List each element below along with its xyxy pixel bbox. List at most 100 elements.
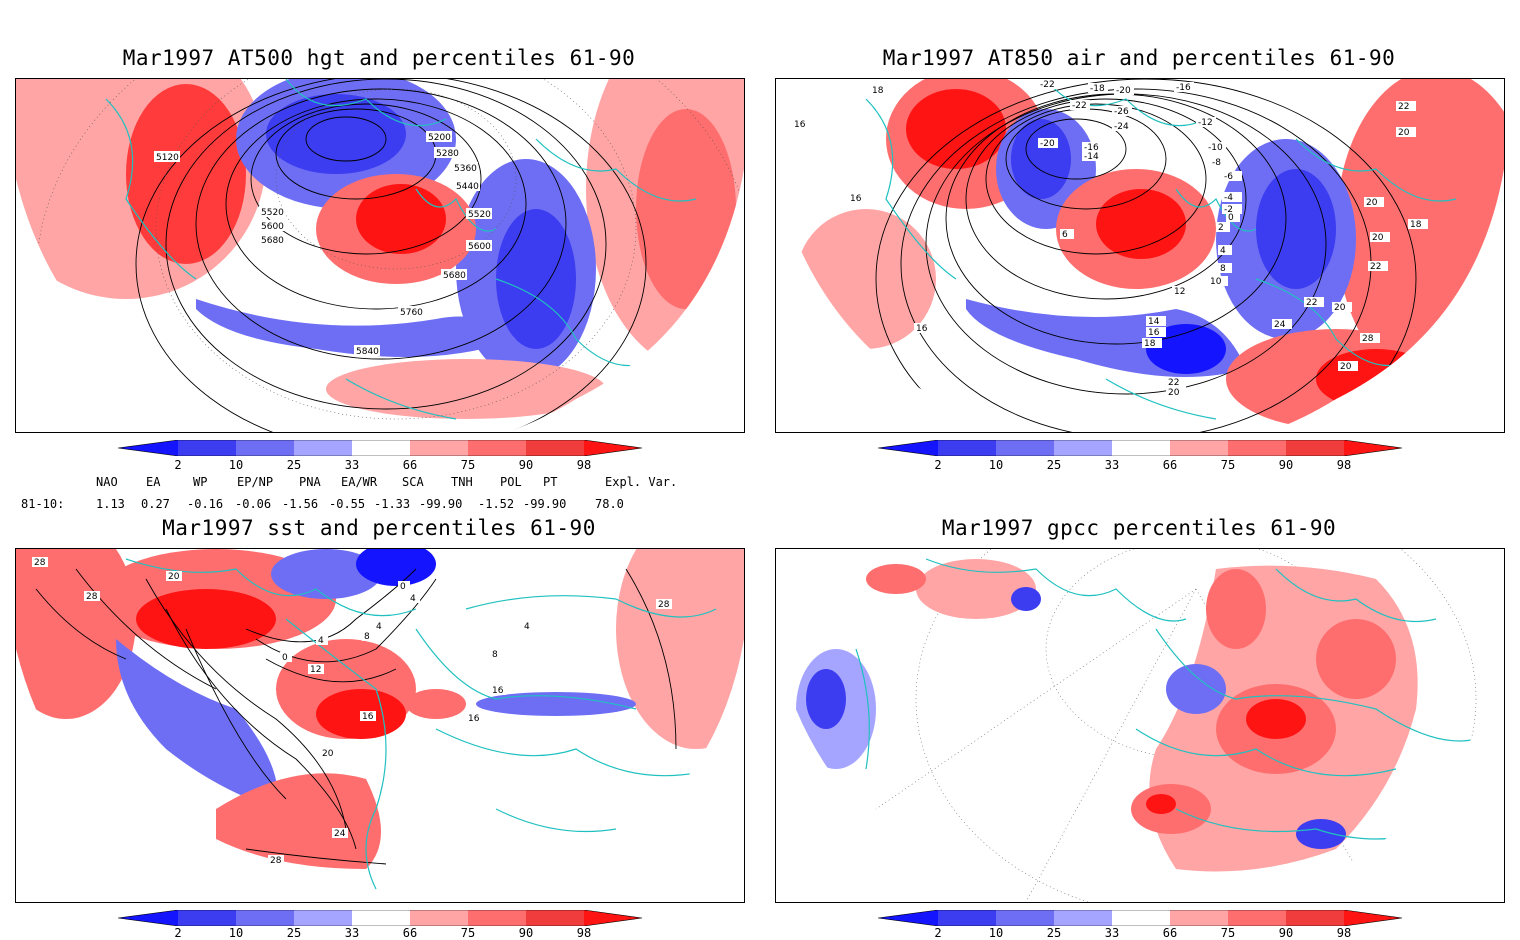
- svg-text:16: 16: [362, 712, 374, 722]
- svg-text:5760: 5760: [400, 308, 423, 318]
- index-value-ea: 0.27: [141, 497, 170, 511]
- svg-text:20: 20: [1366, 198, 1378, 208]
- svg-text:4: 4: [376, 622, 382, 632]
- svg-text:20: 20: [1334, 303, 1346, 313]
- index-header-ea: EA: [146, 475, 161, 489]
- svg-text:16: 16: [492, 686, 504, 696]
- svg-text:-24: -24: [1114, 122, 1129, 132]
- index-header-pna: PNA: [299, 475, 321, 489]
- svg-text:18: 18: [1144, 339, 1156, 349]
- cb-label-90: 90: [518, 458, 534, 472]
- svg-text:0: 0: [282, 653, 288, 663]
- index-value-pt: -99.90: [523, 497, 567, 511]
- svg-text:28: 28: [86, 592, 98, 602]
- cb-label-33: 33: [344, 926, 360, 940]
- colorbar-top-left: 2 10 25 33 66 75 90 98: [117, 439, 658, 480]
- svg-text:-18: -18: [1090, 84, 1105, 94]
- svg-text:5680: 5680: [443, 271, 466, 281]
- svg-text:-22: -22: [1040, 80, 1055, 90]
- index-value-nao: 1.13: [96, 497, 125, 511]
- svg-text:22: 22: [1306, 298, 1317, 308]
- cb-label-98: 98: [1336, 458, 1352, 472]
- svg-text:24: 24: [1274, 320, 1286, 330]
- cb-label-25: 25: [286, 458, 302, 472]
- map-hgt: 5120 5200 5280 5360 5440 5520 5520 5600 …: [15, 78, 745, 433]
- svg-text:4: 4: [318, 636, 324, 646]
- cb-label-25: 25: [1046, 926, 1062, 940]
- svg-text:5360: 5360: [454, 164, 477, 174]
- svg-text:-2: -2: [1224, 205, 1233, 215]
- cb-label-75: 75: [1220, 926, 1236, 940]
- svg-text:16: 16: [1148, 328, 1160, 338]
- svg-text:6: 6: [1062, 230, 1068, 240]
- svg-text:5440: 5440: [456, 182, 479, 192]
- cb-label-33: 33: [1104, 458, 1120, 472]
- cb-label-10: 10: [228, 458, 244, 472]
- svg-text:28: 28: [34, 558, 46, 568]
- svg-text:-10: -10: [1208, 143, 1223, 153]
- svg-text:0: 0: [400, 582, 406, 592]
- index-value-expl-var: 78.0: [595, 497, 624, 511]
- svg-text:18: 18: [1410, 220, 1422, 230]
- svg-text:16: 16: [916, 324, 928, 334]
- svg-text:14: 14: [1148, 317, 1160, 327]
- svg-text:-14: -14: [1084, 152, 1099, 162]
- index-value-wp: -0.16: [187, 497, 224, 511]
- svg-text:20: 20: [168, 572, 180, 582]
- svg-text:-4: -4: [1224, 193, 1233, 203]
- svg-text:8: 8: [1220, 264, 1226, 274]
- svg-text:5280: 5280: [436, 149, 459, 159]
- cb-label-10: 10: [228, 926, 244, 940]
- map-air-svg: -22 -18 -20 -16 -22 -26 -24 -12 -20 -16 …: [776, 79, 1504, 432]
- svg-text:-6: -6: [1224, 172, 1233, 182]
- svg-text:5520: 5520: [468, 210, 491, 220]
- cb-label-10: 10: [988, 926, 1004, 940]
- cb-label-25: 25: [1046, 458, 1062, 472]
- index-value-pol: -1.52: [478, 497, 515, 511]
- svg-text:5120: 5120: [156, 153, 179, 163]
- cb-label-75: 75: [1220, 458, 1236, 472]
- colorbar-bottom-left: 2 10 25 33 66 75 90 98: [117, 909, 658, 940]
- cb-label-90: 90: [1278, 926, 1294, 940]
- svg-text:-26: -26: [1114, 107, 1129, 117]
- svg-text:-16: -16: [1084, 143, 1099, 153]
- svg-text:20: 20: [322, 749, 334, 759]
- svg-text:22: 22: [1398, 102, 1409, 112]
- svg-text:-20: -20: [1040, 139, 1055, 149]
- index-header-eawr: EA/WR: [341, 475, 378, 489]
- svg-text:16: 16: [468, 714, 480, 724]
- colorbar-bottom-right: 2 10 25 33 66 75 90 98: [877, 909, 1418, 940]
- svg-text:5600: 5600: [468, 242, 491, 252]
- map-gpcc: [775, 548, 1505, 903]
- svg-text:5600: 5600: [261, 222, 284, 232]
- cb-label-66: 66: [402, 926, 418, 940]
- map-sst: 28 28 20 0 4 8 12 16 4 0 4 8 16 16 20 24…: [15, 548, 745, 903]
- cb-label-90: 90: [1278, 458, 1294, 472]
- svg-text:-8: -8: [1212, 158, 1221, 168]
- svg-text:20: 20: [1340, 362, 1352, 372]
- index-header-epnp: EP/NP: [237, 475, 274, 489]
- colorbar-top-right-svg: [877, 439, 1403, 457]
- colorbar-bottom-left-svg: [117, 909, 643, 927]
- colorbar-top-right: 2 10 25 33 66 75 90 98: [877, 439, 1418, 480]
- cb-label-10: 10: [988, 458, 1004, 472]
- svg-text:20: 20: [1168, 388, 1180, 398]
- svg-text:22: 22: [1168, 378, 1179, 388]
- index-value-tnh: -99.90: [419, 497, 463, 511]
- svg-text:-20: -20: [1116, 86, 1131, 96]
- svg-text:28: 28: [270, 856, 282, 866]
- index-value-eawr: -0.55: [329, 497, 366, 511]
- svg-text:4: 4: [410, 594, 416, 604]
- map-sst-svg: 28 28 20 0 4 8 12 16 4 0 4 8 16 16 20 24…: [16, 549, 744, 902]
- svg-text:5520: 5520: [261, 208, 284, 218]
- svg-text:5840: 5840: [356, 347, 379, 357]
- index-header-pt: PT: [543, 475, 558, 489]
- svg-text:12: 12: [310, 665, 321, 675]
- svg-text:2: 2: [1218, 223, 1224, 233]
- panel-title-gpcc: Mar1997 gpcc percentiles 61-90: [941, 516, 1337, 540]
- svg-text:16: 16: [794, 120, 806, 130]
- cb-label-2: 2: [174, 458, 182, 472]
- svg-text:20: 20: [1372, 233, 1384, 243]
- cb-label-66: 66: [1162, 458, 1178, 472]
- cb-label-98: 98: [576, 458, 592, 472]
